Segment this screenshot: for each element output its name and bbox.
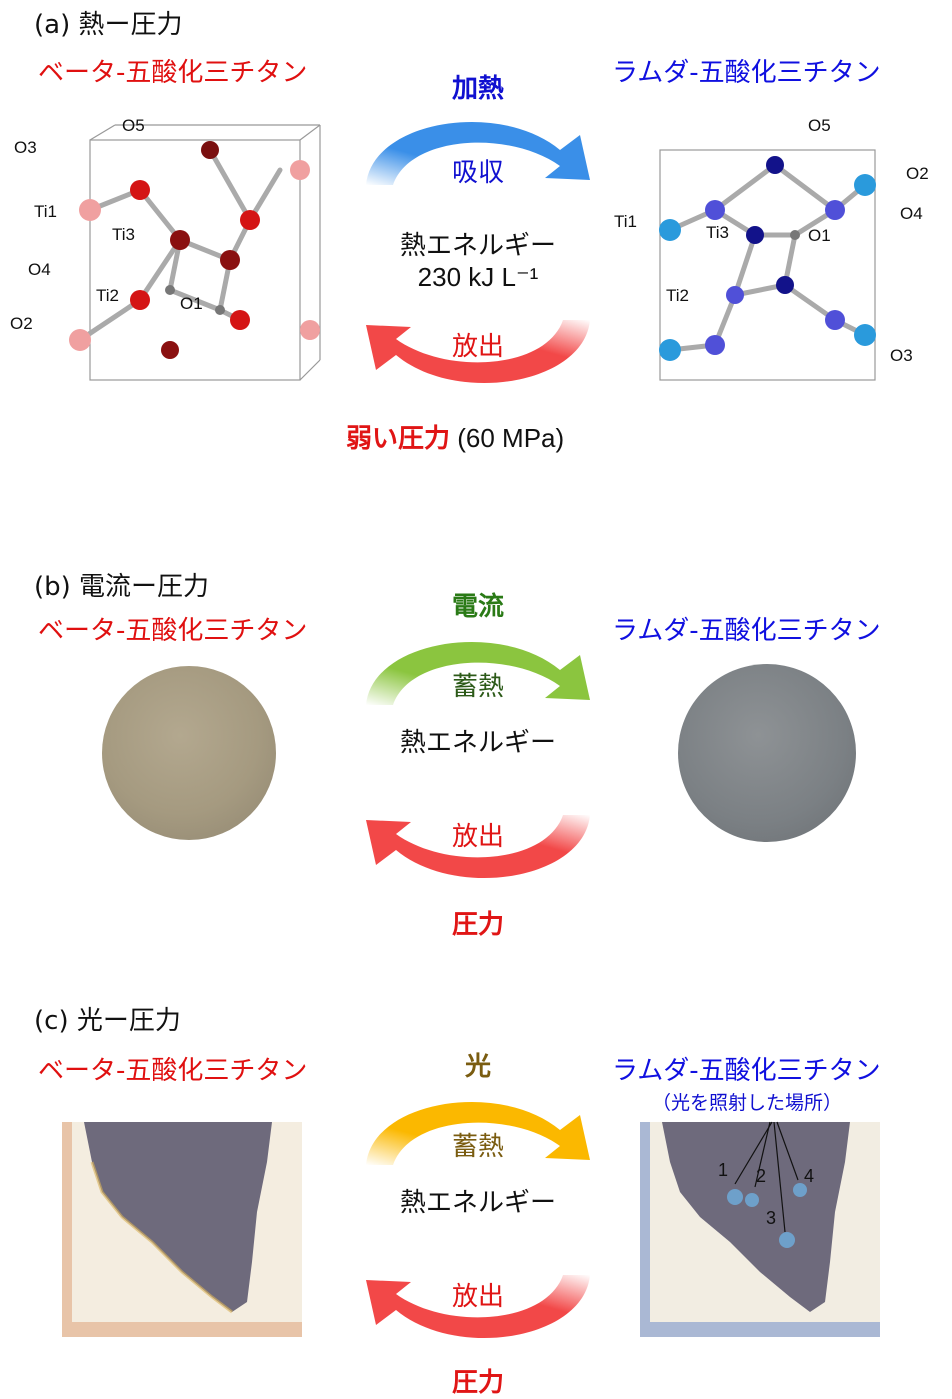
beta-crystal-structure <box>69 124 321 381</box>
lambda-label-o5: O5 <box>808 116 831 135</box>
panel-b-title: (b) 電流ー圧力 <box>34 572 210 602</box>
panel-c-storage-label: 蓄熱 <box>451 1132 504 1162</box>
lambda-label-o4: O4 <box>900 204 923 223</box>
lambda-label-ti1: Ti1 <box>614 212 637 231</box>
beta-label-ti1: Ti1 <box>34 202 57 221</box>
lambda-label-ti2: Ti2 <box>666 286 689 305</box>
panel-b-top-label: 電流 <box>451 592 504 622</box>
beta-label-ti3: Ti3 <box>112 225 135 244</box>
lambda-label-ti3: Ti3 <box>706 223 729 242</box>
spot-label-1: 1 <box>718 1160 729 1180</box>
panel-a-bottom-arrow <box>366 320 590 384</box>
beta-label-o1: O1 <box>180 294 203 313</box>
spot-4 <box>793 1183 807 1197</box>
lambda-crystal-structure <box>659 149 876 381</box>
panel-a-release-label: 放出 <box>451 332 504 362</box>
panel-a-absorb-label: 吸収 <box>451 158 504 188</box>
beta-label-o4: O4 <box>28 260 51 279</box>
lambda-sample-photo <box>640 1121 880 1337</box>
beta-pellet-photo <box>102 666 276 840</box>
panel-a-top-label: 加熱 <box>451 74 504 104</box>
panel-c-top-arrow <box>366 1101 590 1165</box>
panel-c-irradiated-note: （光を照射した場所） <box>652 1092 843 1114</box>
panel-c-release-label: 放出 <box>451 1282 504 1312</box>
panel-a-weak-pressure: 弱い圧力 <box>346 424 451 454</box>
panel-b-storage-label: 蓄熱 <box>451 672 504 702</box>
panel-a-beta-name: ベータ-五酸化三チタン <box>38 58 308 88</box>
panel-a-top-arrow <box>366 121 590 185</box>
panel-a-center-line1: 熱エネルギー <box>399 231 556 261</box>
panel-a-center-line2: 230 kJ L⁻¹ <box>417 262 539 292</box>
panel-c-title: (c) 光ー圧力 <box>34 1006 181 1036</box>
spot-label-3: 3 <box>766 1208 777 1228</box>
panel-c-pressure-label: 圧力 <box>451 1368 504 1398</box>
panel-a-bottom-label: 弱い圧力 (60 MPa) <box>346 418 564 455</box>
spot-1 <box>727 1189 743 1205</box>
spot-2 <box>745 1193 759 1207</box>
beta-label-o3: O3 <box>14 138 37 157</box>
lambda-label-o1: O1 <box>808 226 831 245</box>
panel-a-lambda-name: ラムダ-五酸化三チタン <box>612 58 881 88</box>
panel-b-pressure-label: 圧力 <box>451 910 504 940</box>
panel-a-pressure-value: (60 MPa) <box>450 423 565 453</box>
beta-label-ti2: Ti2 <box>96 286 119 305</box>
panel-c-beta-name: ベータ-五酸化三チタン <box>38 1056 308 1086</box>
panel-b-beta-name: ベータ-五酸化三チタン <box>38 616 308 646</box>
spot-3 <box>779 1232 795 1248</box>
spot-label-2: 2 <box>756 1166 767 1186</box>
beta-label-o2: O2 <box>10 314 33 333</box>
lambda-label-o2: O2 <box>906 164 929 183</box>
panel-b-center-line1: 熱エネルギー <box>399 728 556 758</box>
panel-b-release-label: 放出 <box>451 822 504 852</box>
beta-sample-photo <box>62 1122 302 1337</box>
panel-c-top-label: 光 <box>464 1052 491 1082</box>
panel-a-title: (a) 熱ー圧力 <box>34 10 183 40</box>
panel-c-lambda-name: ラムダ-五酸化三チタン <box>612 1056 881 1086</box>
spot-label-4: 4 <box>804 1166 815 1186</box>
panel-c-center-line1: 熱エネルギー <box>399 1188 556 1218</box>
panel-b-lambda-name: ラムダ-五酸化三チタン <box>612 616 881 646</box>
panel-c-bottom-arrow <box>366 1275 590 1339</box>
lambda-pellet-photo <box>678 664 856 842</box>
lambda-label-o3: O3 <box>890 346 913 365</box>
panel-b-top-arrow <box>366 641 590 705</box>
beta-label-o5: O5 <box>122 116 145 135</box>
panel-b-bottom-arrow <box>366 815 590 879</box>
